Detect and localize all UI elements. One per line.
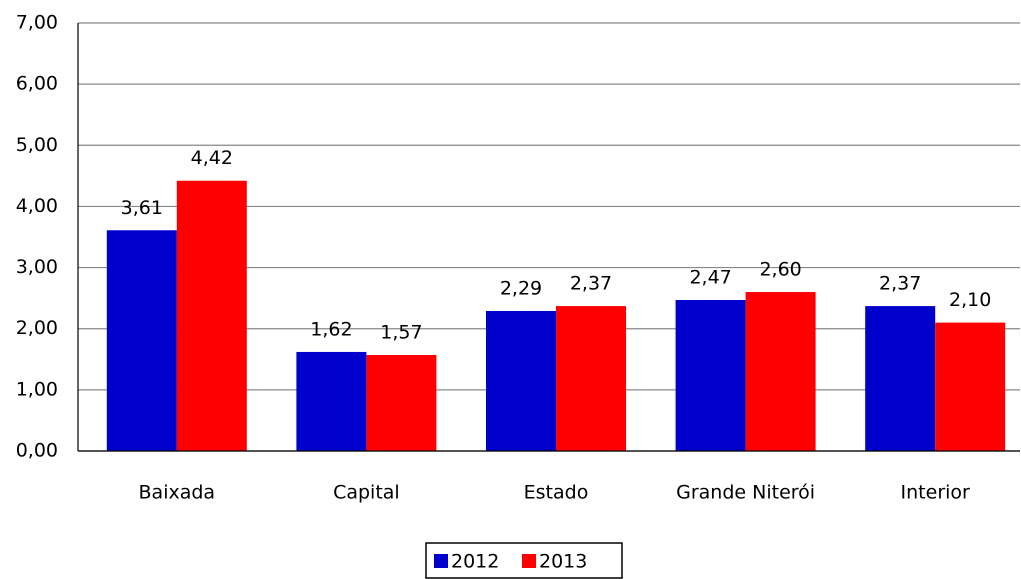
bar <box>675 299 746 451</box>
bar <box>106 230 177 451</box>
legend-label: 2013 <box>539 551 587 573</box>
value-label: 3,61 <box>121 197 163 219</box>
bar <box>745 292 816 451</box>
x-tick-label: Grande Niterói <box>676 482 815 504</box>
y-tick-label: 2,00 <box>16 317 58 339</box>
bar <box>296 351 367 451</box>
x-tick-label: Baixada <box>139 482 216 504</box>
legend-label: 2012 <box>451 551 499 573</box>
y-tick-label: 0,00 <box>16 440 58 462</box>
bar <box>486 310 556 451</box>
value-label: 1,57 <box>380 322 422 344</box>
bar <box>556 306 626 451</box>
bar <box>176 180 247 451</box>
legend-swatch <box>522 554 536 568</box>
value-label: 2,10 <box>949 289 991 311</box>
value-label: 2,37 <box>879 273 921 295</box>
x-tick-label: Interior <box>901 482 970 504</box>
value-label: 2,47 <box>689 266 731 288</box>
y-tick-label: 5,00 <box>16 134 58 156</box>
x-tick-label: Capital <box>333 482 400 504</box>
value-label: 2,60 <box>759 259 801 281</box>
y-tick-label: 7,00 <box>16 12 58 34</box>
x-tick-label: Estado <box>524 482 589 504</box>
bar <box>865 306 936 451</box>
value-label: 1,62 <box>310 318 352 340</box>
y-tick-label: 1,00 <box>16 378 58 400</box>
y-tick-label: 6,00 <box>16 73 58 95</box>
value-label: 2,29 <box>500 277 542 299</box>
y-tick-label: 3,00 <box>16 256 58 278</box>
legend-swatch <box>434 554 448 568</box>
value-label: 4,42 <box>191 147 233 169</box>
value-label: 2,37 <box>570 273 612 295</box>
y-tick-label: 4,00 <box>16 195 58 217</box>
bar <box>935 322 1006 451</box>
bar <box>366 355 437 451</box>
